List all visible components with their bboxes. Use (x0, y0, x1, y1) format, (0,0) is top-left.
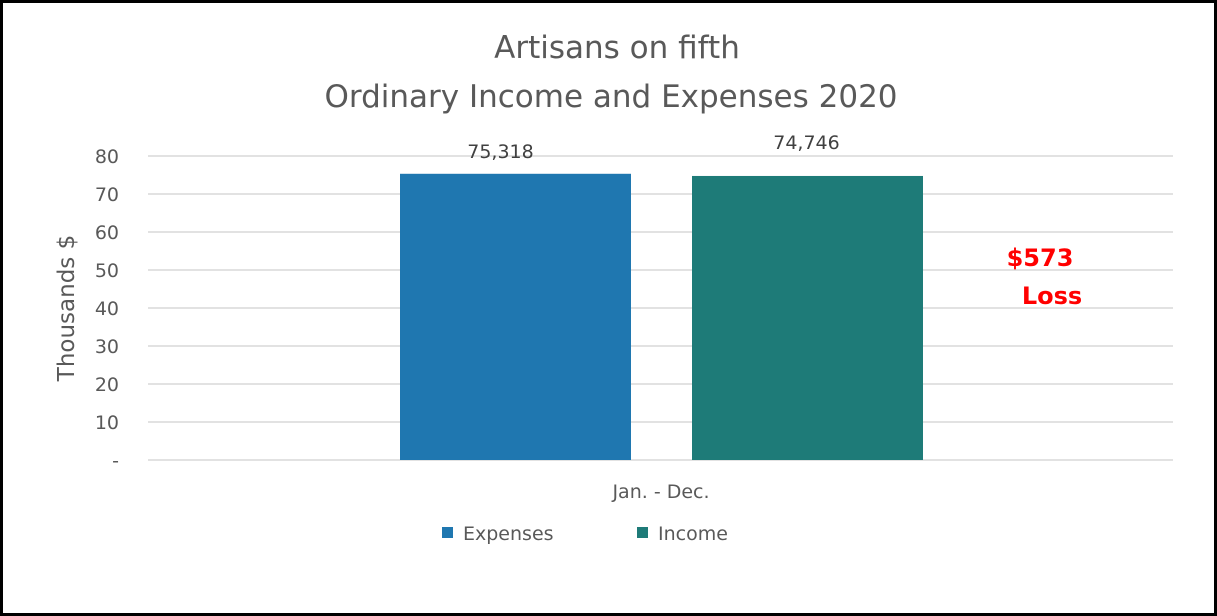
legend: Expenses Income (442, 523, 728, 545)
y-tick-label: 60 (95, 222, 119, 244)
y-tick-label: 40 (95, 298, 119, 320)
y-tick-label: 30 (95, 336, 119, 358)
loss-annotation-amount: $573 (1007, 244, 1074, 272)
legend-label-income: Income (658, 523, 728, 545)
y-axis-ticks: - 10 20 30 40 50 60 70 80 (95, 146, 119, 472)
chart-title-line-1: Artisans on fifth (494, 30, 740, 66)
y-tick-label: - (112, 450, 119, 472)
bar-income (692, 175, 923, 460)
y-tick-label: 20 (95, 374, 119, 396)
y-tick-label: 50 (95, 260, 119, 282)
gridlines (148, 155, 1173, 461)
loss-annotation-label: Loss (1022, 282, 1082, 310)
legend-swatch-expenses (442, 527, 453, 538)
data-label-expenses: 75,318 (467, 141, 533, 163)
legend-swatch-income (637, 527, 648, 538)
y-tick-label: 70 (95, 184, 119, 206)
chart-title-line-2: Ordinary Income and Expenses 2020 (324, 79, 897, 115)
bars (400, 173, 923, 460)
bar-expenses (400, 173, 631, 460)
legend-label-expenses: Expenses (463, 523, 554, 545)
y-tick-label: 10 (95, 412, 119, 434)
category-label: Jan. - Dec. (611, 481, 709, 503)
y-tick-label: 80 (95, 146, 119, 168)
data-label-income: 74,746 (773, 132, 839, 154)
y-axis-title: Thousands $ (54, 235, 80, 382)
data-labels: 75,318 74,746 (467, 132, 839, 163)
